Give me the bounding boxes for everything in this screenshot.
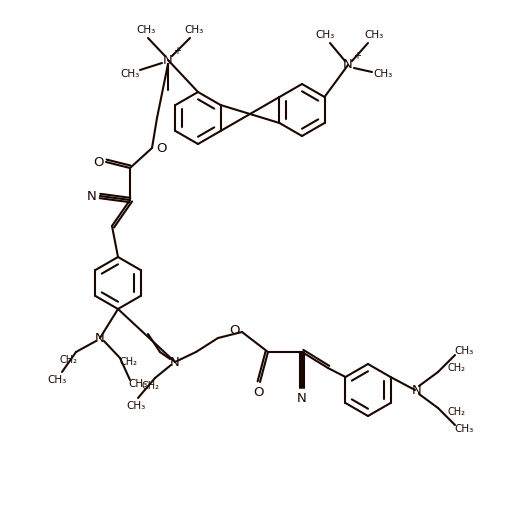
Text: CH₂: CH₂ [142, 381, 160, 391]
Text: CH₃: CH₃ [128, 379, 148, 389]
Text: CH₃: CH₃ [120, 69, 140, 79]
Text: N: N [297, 392, 307, 405]
Text: N: N [163, 53, 173, 66]
Text: CH₂: CH₂ [447, 407, 465, 417]
Text: N: N [87, 191, 97, 204]
Text: CH₃: CH₃ [364, 30, 383, 40]
Text: +: + [173, 46, 181, 56]
Text: CH₂: CH₂ [119, 357, 137, 367]
Text: CH₃: CH₃ [185, 25, 204, 35]
Text: CH₂: CH₂ [447, 363, 465, 373]
Text: CH₃: CH₃ [136, 25, 156, 35]
Text: +: + [353, 51, 361, 61]
Text: CH₃: CH₃ [316, 30, 335, 40]
Text: O: O [156, 143, 167, 156]
Text: CH₃: CH₃ [47, 375, 67, 385]
Text: CH₃: CH₃ [454, 424, 473, 434]
Text: O: O [93, 157, 103, 170]
Text: N: N [95, 331, 105, 345]
Text: N: N [170, 355, 180, 369]
Text: CH₃: CH₃ [126, 401, 145, 411]
Text: O: O [253, 386, 263, 398]
Text: N: N [412, 384, 422, 397]
Text: CH₃: CH₃ [454, 346, 473, 356]
Text: N: N [343, 58, 353, 72]
Text: CH₂: CH₂ [59, 355, 77, 365]
Text: CH₃: CH₃ [373, 69, 393, 79]
Text: O: O [229, 325, 239, 338]
